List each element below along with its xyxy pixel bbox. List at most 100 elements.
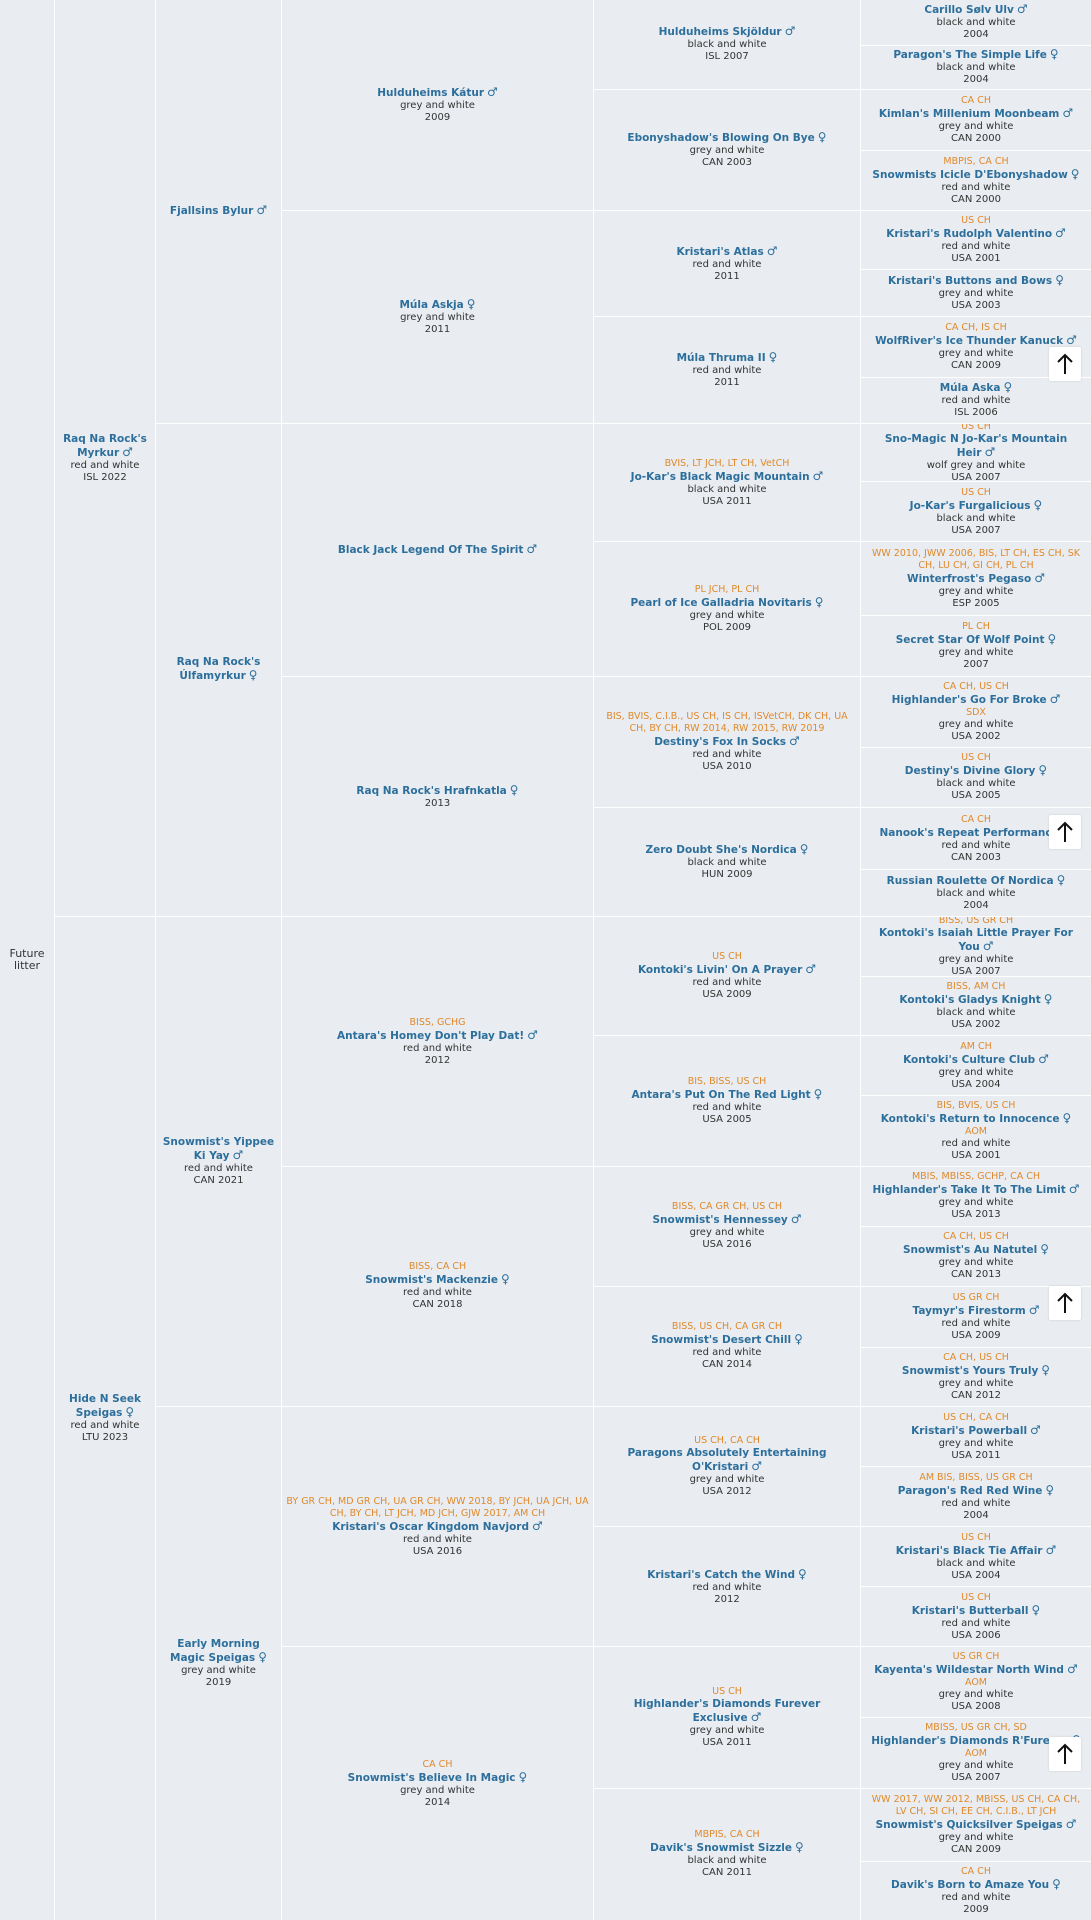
dog-name[interactable]: Paragons Absolutely Entertaining O'Krist… xyxy=(627,1447,827,1474)
dog-name-line: Kontoki's Culture Club ♂ xyxy=(903,1053,1049,1067)
dog-sex: ♀ xyxy=(509,782,519,797)
dog-name[interactable]: Kontoki's Livin' On A Prayer xyxy=(637,964,803,977)
dog-name-line: Kristari's Oscar Kingdom Navjord ♂ xyxy=(332,1520,543,1534)
dog-name[interactable]: Russian Roulette Of Nordica xyxy=(886,875,1054,888)
dog-name[interactable]: Davik's Born to Amaze You xyxy=(891,1879,1050,1892)
dog-name[interactable]: Kimlan's Millenium Moonbeam xyxy=(878,108,1060,121)
dog-name[interactable]: Sno-Magic N Jo-Kar's Mountain Heir xyxy=(884,433,1068,460)
scroll-top-button[interactable] xyxy=(1049,347,1081,381)
dog-name[interactable]: Snowmist's Yippee Ki Yay xyxy=(162,1136,275,1163)
dog-name[interactable]: Kayenta's Wildestar North Wind xyxy=(874,1664,1064,1677)
scroll-top-button[interactable] xyxy=(1049,1737,1081,1771)
dog-name[interactable]: Raq Na Rock's Myrkur xyxy=(63,432,147,459)
dog-name[interactable]: Paragon's The Simple Life xyxy=(893,49,1047,62)
dog-registration: USA 2003 xyxy=(951,299,1001,311)
dog-name[interactable]: Raq Na Rock's Hrafnkatla xyxy=(356,784,507,797)
dog-color: red and white xyxy=(692,1101,762,1113)
dog-name[interactable]: Múla Askja xyxy=(399,298,464,311)
dog-sex: ♂ xyxy=(1066,332,1077,347)
dog-name[interactable]: Carillo Sølv Ulv xyxy=(924,4,1014,17)
dog-name[interactable]: Kontoki's Gladys Knight xyxy=(899,994,1041,1007)
dog-sex: ♂ xyxy=(1034,570,1045,585)
dog-cell: Snowmist's Yippee Ki Yay ♂ red and white CA… xyxy=(156,917,281,1407)
dog-name[interactable]: Fjallsins Bylur xyxy=(169,205,254,218)
scroll-top-button[interactable] xyxy=(1049,1286,1081,1320)
dog-name[interactable]: Hulduheims Kátur xyxy=(377,87,485,100)
dog-name[interactable]: Highlander's Diamonds Furever Exclusive xyxy=(633,1698,821,1724)
dog-name[interactable]: Secret Star Of Wolf Point xyxy=(895,633,1045,646)
dog-name[interactable]: Snowmist's Desert Chill xyxy=(651,1334,792,1347)
dog-sex: ♂ xyxy=(1049,691,1061,706)
dog-color: red and white xyxy=(941,1892,1011,1904)
dog-name[interactable]: Nanook's Repeat Performance xyxy=(879,826,1059,839)
dog-name[interactable]: Kristari's Buttons and Bows xyxy=(888,274,1053,287)
dog-cell: WW 2010, JWW 2006, BIS, LT CH, ES CH, SK… xyxy=(861,542,1091,615)
dog-name[interactable]: Raq Na Rock's Úlfamyrkur xyxy=(176,656,261,683)
dog-name[interactable]: Snowmist's Quicksilver Speigas xyxy=(875,1819,1063,1832)
dog-name[interactable]: Early Morning Magic Speigas xyxy=(170,1638,260,1664)
dog-name-line: Snowmist's Believe In Magic ♀ xyxy=(348,1771,528,1785)
dog-color: black and white xyxy=(936,778,1016,790)
dog-color: red and white xyxy=(403,1533,472,1545)
dog-name[interactable]: Destiny's Fox In Socks xyxy=(654,735,787,748)
dog-name[interactable]: Davik's Snowmist Sizzle xyxy=(650,1842,793,1855)
dog-registration: ISL 2022 xyxy=(83,471,127,483)
dog-name[interactable]: Kristari's Butterball xyxy=(911,1604,1029,1617)
dog-name[interactable]: Snowmist's Au Natutel xyxy=(902,1244,1038,1257)
dog-name[interactable]: Snowmist's Yours Truly xyxy=(901,1365,1039,1378)
dog-name[interactable]: Highlander's Diamonds R'Furever xyxy=(871,1734,1069,1747)
dog-cell: Múla Askja ♀ grey and white 2011 xyxy=(282,211,593,423)
dog-name-line: Raq Na Rock's Úlfamyrkur ♀ xyxy=(160,656,277,683)
dog-name[interactable]: Paragon's Red Red Wine xyxy=(897,1484,1043,1497)
dog-name[interactable]: Hide N Seek Speigas xyxy=(69,1393,141,1420)
dog-name[interactable]: Ebonyshadow's Blowing On Bye xyxy=(627,132,815,145)
dog-name[interactable]: Snowmist's Believe In Magic xyxy=(347,1771,516,1784)
dog-name[interactable]: Kristari's Atlas xyxy=(676,245,764,258)
dog-color: red and white xyxy=(941,395,1011,407)
dog-cell: Carillo Sølv Ulv ♂ black and white 2004 xyxy=(861,0,1091,45)
dog-name[interactable]: Snowmist's Hennessey xyxy=(652,1214,788,1227)
dog-name[interactable]: Zero Doubt She's Nordica xyxy=(645,844,797,857)
dog-name[interactable]: Kristari's Black Tie Affair xyxy=(895,1544,1043,1557)
dog-name[interactable]: Kontoki's Return to Innocence xyxy=(880,1112,1060,1125)
dog-name[interactable]: Antara's Homey Don't Play Dat! xyxy=(337,1029,525,1042)
dog-name[interactable]: Destiny's Divine Glory xyxy=(904,765,1036,778)
dog-name[interactable]: Snowmist's Mackenzie xyxy=(365,1274,498,1287)
dog-name[interactable]: Kristari's Powerball xyxy=(911,1424,1028,1437)
dog-name[interactable]: Múla Thruma II xyxy=(676,351,766,364)
dog-titles: CA CH, US CH xyxy=(943,1231,1009,1243)
dog-name[interactable]: Taymyr's Firestorm xyxy=(912,1305,1026,1318)
dog-color: black and white xyxy=(936,1557,1016,1569)
dog-sex: ♂ xyxy=(1068,1182,1080,1197)
dog-name[interactable]: Kristari's Catch the Wind xyxy=(647,1568,795,1581)
dog-name[interactable]: Jo-Kar's Furgalicious xyxy=(909,499,1031,512)
dog-registration: USA 2013 xyxy=(951,1209,1001,1221)
dog-name[interactable]: Kontoki's Culture Club xyxy=(903,1053,1036,1066)
dog-name-line: Hulduheims Skjöldur ♂ xyxy=(659,25,796,39)
dog-name[interactable]: Black Jack Legend Of The Spirit xyxy=(337,543,524,556)
dog-name[interactable]: Highlander's Go For Broke xyxy=(891,693,1047,706)
dog-registration: HUN 2009 xyxy=(701,869,753,881)
dog-name[interactable]: WolfRiver's Ice Thunder Kanuck xyxy=(875,334,1064,347)
dog-name[interactable]: Kontoki's Isaiah Little Prayer For You xyxy=(879,927,1073,954)
dog-name[interactable]: Antara's Put On The Red Light xyxy=(631,1088,811,1101)
dog-titles: BISS, GCHG xyxy=(409,1016,466,1028)
dog-name[interactable]: Jo-Kar's Black Magic Mountain xyxy=(630,470,810,483)
dog-cell: BIS, BVIS, US CH Kontoki's Return to Inno… xyxy=(861,1096,1091,1166)
dog-name[interactable]: Highlander's Take It To The Limit xyxy=(872,1184,1066,1197)
dog-name[interactable]: Kristari's Rudolph Valentino xyxy=(886,228,1053,241)
dog-color: grey and white xyxy=(938,646,1014,658)
dog-sex: ♂ xyxy=(1045,1542,1057,1557)
dog-name[interactable]: Hulduheims Skjöldur xyxy=(658,26,782,39)
dog-name[interactable]: Kristari's Oscar Kingdom Navjord xyxy=(332,1520,529,1533)
dog-color: black and white xyxy=(687,39,767,51)
dog-name-line: Destiny's Divine Glory ♀ xyxy=(905,764,1047,778)
dog-name[interactable]: Snowmists Icicle D'Ebonyshadow xyxy=(872,168,1068,181)
dog-name[interactable]: Pearl of Ice Galladria Novitaris xyxy=(630,597,812,610)
dog-name-line: Black Jack Legend Of The Spirit ♂ xyxy=(338,543,537,557)
dog-sex: ♀ xyxy=(500,1272,510,1287)
dog-name-line: Snowmist's Quicksilver Speigas ♂ xyxy=(876,1818,1077,1832)
dog-name[interactable]: Múla Aska xyxy=(939,382,1001,395)
dog-name[interactable]: Winterfrost's Pegaso xyxy=(907,572,1032,585)
scroll-top-button[interactable] xyxy=(1049,815,1081,849)
